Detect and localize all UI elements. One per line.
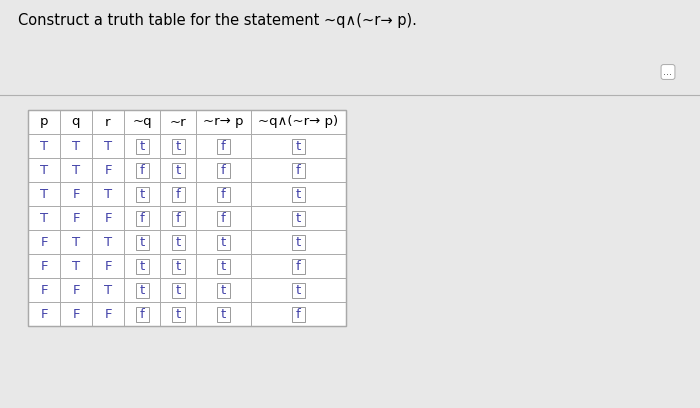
Text: t: t bbox=[139, 284, 145, 297]
Text: t: t bbox=[296, 211, 301, 224]
Text: ...: ... bbox=[664, 67, 673, 77]
Text: Construct a truth table for the statement ~q∧(~r→ p).: Construct a truth table for the statemen… bbox=[18, 13, 417, 28]
Text: t: t bbox=[221, 259, 226, 273]
Text: p: p bbox=[40, 115, 48, 129]
Text: t: t bbox=[176, 140, 181, 153]
Text: t: t bbox=[176, 284, 181, 297]
Text: T: T bbox=[40, 140, 48, 153]
FancyBboxPatch shape bbox=[172, 282, 185, 297]
Text: T: T bbox=[104, 188, 112, 200]
FancyBboxPatch shape bbox=[136, 162, 148, 177]
Text: t: t bbox=[176, 164, 181, 177]
Text: F: F bbox=[41, 284, 48, 297]
Text: t: t bbox=[296, 188, 301, 200]
Text: t: t bbox=[176, 235, 181, 248]
Text: T: T bbox=[72, 259, 80, 273]
Text: t: t bbox=[296, 235, 301, 248]
FancyBboxPatch shape bbox=[217, 162, 230, 177]
FancyBboxPatch shape bbox=[292, 186, 305, 202]
Text: f: f bbox=[221, 211, 226, 224]
Text: T: T bbox=[72, 235, 80, 248]
Text: t: t bbox=[139, 140, 145, 153]
Text: F: F bbox=[72, 211, 80, 224]
FancyBboxPatch shape bbox=[292, 138, 305, 153]
FancyBboxPatch shape bbox=[172, 235, 185, 250]
Text: q: q bbox=[71, 115, 80, 129]
Text: T: T bbox=[40, 188, 48, 200]
FancyBboxPatch shape bbox=[217, 138, 230, 153]
FancyBboxPatch shape bbox=[217, 235, 230, 250]
FancyBboxPatch shape bbox=[136, 186, 148, 202]
FancyBboxPatch shape bbox=[217, 211, 230, 226]
Text: t: t bbox=[221, 235, 226, 248]
Text: f: f bbox=[221, 164, 226, 177]
Text: F: F bbox=[41, 235, 48, 248]
FancyBboxPatch shape bbox=[292, 306, 305, 322]
Text: f: f bbox=[139, 308, 144, 321]
Text: T: T bbox=[40, 211, 48, 224]
Text: t: t bbox=[176, 259, 181, 273]
Text: F: F bbox=[72, 188, 80, 200]
Text: T: T bbox=[72, 140, 80, 153]
Text: ~r→ p: ~r→ p bbox=[203, 115, 244, 129]
FancyBboxPatch shape bbox=[136, 282, 148, 297]
FancyBboxPatch shape bbox=[292, 235, 305, 250]
FancyBboxPatch shape bbox=[172, 138, 185, 153]
Text: T: T bbox=[104, 284, 112, 297]
FancyBboxPatch shape bbox=[217, 306, 230, 322]
Text: f: f bbox=[296, 308, 301, 321]
FancyBboxPatch shape bbox=[136, 138, 148, 153]
Text: t: t bbox=[139, 188, 145, 200]
FancyBboxPatch shape bbox=[292, 211, 305, 226]
FancyBboxPatch shape bbox=[217, 282, 230, 297]
Text: F: F bbox=[104, 308, 112, 321]
Text: f: f bbox=[221, 188, 226, 200]
Text: t: t bbox=[296, 140, 301, 153]
Text: f: f bbox=[221, 140, 226, 153]
Text: F: F bbox=[41, 308, 48, 321]
Text: F: F bbox=[72, 284, 80, 297]
Text: f: f bbox=[296, 164, 301, 177]
Text: r: r bbox=[105, 115, 111, 129]
Text: t: t bbox=[221, 284, 226, 297]
Text: F: F bbox=[72, 308, 80, 321]
Text: T: T bbox=[104, 235, 112, 248]
FancyBboxPatch shape bbox=[292, 162, 305, 177]
FancyBboxPatch shape bbox=[172, 186, 185, 202]
Text: t: t bbox=[221, 308, 226, 321]
FancyBboxPatch shape bbox=[172, 259, 185, 273]
FancyBboxPatch shape bbox=[136, 235, 148, 250]
FancyBboxPatch shape bbox=[292, 259, 305, 273]
Text: t: t bbox=[296, 284, 301, 297]
Text: t: t bbox=[139, 235, 145, 248]
Text: T: T bbox=[104, 140, 112, 153]
Text: F: F bbox=[104, 259, 112, 273]
Text: F: F bbox=[104, 164, 112, 177]
Text: f: f bbox=[176, 188, 181, 200]
FancyBboxPatch shape bbox=[217, 186, 230, 202]
Bar bbox=[28, 110, 346, 326]
Text: ~q: ~q bbox=[132, 115, 152, 129]
FancyBboxPatch shape bbox=[172, 211, 185, 226]
Text: F: F bbox=[104, 211, 112, 224]
Text: f: f bbox=[139, 164, 144, 177]
FancyBboxPatch shape bbox=[136, 211, 148, 226]
Text: f: f bbox=[296, 259, 301, 273]
Text: ~q∧(~r→ p): ~q∧(~r→ p) bbox=[258, 115, 339, 129]
Text: F: F bbox=[41, 259, 48, 273]
FancyBboxPatch shape bbox=[136, 306, 148, 322]
FancyBboxPatch shape bbox=[136, 259, 148, 273]
Text: T: T bbox=[40, 164, 48, 177]
FancyBboxPatch shape bbox=[172, 306, 185, 322]
Text: T: T bbox=[72, 164, 80, 177]
Text: f: f bbox=[176, 211, 181, 224]
FancyBboxPatch shape bbox=[292, 282, 305, 297]
Text: t: t bbox=[176, 308, 181, 321]
Text: ~r: ~r bbox=[169, 115, 186, 129]
Text: f: f bbox=[139, 211, 144, 224]
Text: t: t bbox=[139, 259, 145, 273]
FancyBboxPatch shape bbox=[217, 259, 230, 273]
FancyBboxPatch shape bbox=[172, 162, 185, 177]
